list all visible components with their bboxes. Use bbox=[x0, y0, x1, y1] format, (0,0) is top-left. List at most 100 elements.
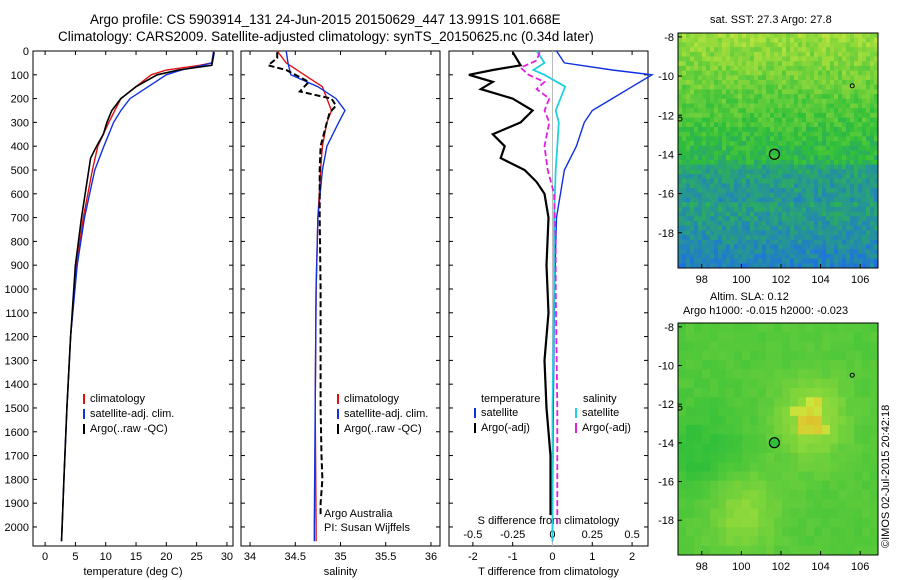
map-cell bbox=[866, 127, 871, 133]
map-cell bbox=[690, 42, 695, 48]
map-cell bbox=[758, 103, 763, 109]
map-cell bbox=[722, 103, 727, 109]
map-cell bbox=[858, 150, 863, 156]
map-cell bbox=[678, 80, 683, 86]
map-cell bbox=[814, 84, 819, 90]
map-cell bbox=[682, 197, 687, 203]
map-cell bbox=[850, 61, 855, 67]
map-cell bbox=[802, 253, 807, 260]
map-cell bbox=[838, 42, 843, 48]
map-cell bbox=[742, 65, 747, 72]
map-cell bbox=[710, 258, 715, 264]
map-cell bbox=[678, 188, 683, 194]
map-cell bbox=[766, 127, 771, 133]
map-cell bbox=[698, 239, 703, 245]
map-cell bbox=[846, 230, 851, 236]
map-cell bbox=[706, 131, 711, 137]
map-cell bbox=[790, 178, 795, 184]
map-cell bbox=[690, 211, 695, 217]
map-cell bbox=[746, 197, 751, 203]
map-cell bbox=[770, 253, 775, 260]
map-cell bbox=[830, 51, 835, 57]
map-cell bbox=[678, 397, 687, 408]
map-cell bbox=[746, 42, 751, 48]
map-cell bbox=[710, 263, 715, 269]
map-cell bbox=[706, 178, 711, 184]
map-cell bbox=[738, 197, 743, 203]
map-cell bbox=[690, 141, 695, 147]
map-cell bbox=[794, 47, 799, 53]
map-cell bbox=[770, 112, 775, 119]
map-cell bbox=[822, 75, 827, 81]
map-cell bbox=[822, 323, 831, 333]
map-cell bbox=[742, 387, 751, 398]
map-cell bbox=[870, 378, 879, 389]
map-cell bbox=[746, 174, 751, 180]
map-cell bbox=[682, 202, 687, 208]
map-cell bbox=[826, 169, 831, 175]
map-cell bbox=[838, 216, 843, 222]
map-cell bbox=[806, 112, 811, 119]
map-cell bbox=[778, 56, 783, 62]
map-cell bbox=[790, 239, 795, 245]
map-cell bbox=[830, 425, 839, 435]
map-cell bbox=[846, 462, 855, 472]
map-cell bbox=[854, 42, 859, 48]
map-cell bbox=[846, 536, 855, 547]
map-cell bbox=[686, 164, 691, 170]
map-cell bbox=[766, 235, 771, 241]
map-cell bbox=[846, 164, 851, 170]
map-cell bbox=[718, 56, 723, 62]
map-cell bbox=[774, 545, 783, 556]
map-cell bbox=[798, 169, 803, 175]
map-cell bbox=[802, 51, 807, 57]
map-cell bbox=[798, 56, 803, 62]
map-cell bbox=[862, 89, 867, 95]
map-cell bbox=[782, 415, 791, 426]
map-cell bbox=[790, 341, 799, 352]
map-cell bbox=[750, 206, 755, 213]
map-cell bbox=[702, 517, 711, 528]
map-cell bbox=[846, 545, 855, 556]
map-cell bbox=[770, 192, 775, 198]
map-cell bbox=[750, 235, 755, 241]
map-cell bbox=[706, 239, 711, 245]
map-cell bbox=[842, 235, 847, 241]
map-cell bbox=[750, 360, 759, 370]
map-cell bbox=[838, 490, 847, 500]
map-cell bbox=[774, 221, 779, 227]
map-cell bbox=[774, 369, 783, 380]
map-cell bbox=[718, 206, 723, 213]
map-cell bbox=[802, 122, 807, 128]
map-cell bbox=[718, 452, 727, 463]
map-cell bbox=[842, 61, 847, 67]
map-cell bbox=[690, 225, 695, 231]
map-cell bbox=[838, 350, 847, 361]
map-cell bbox=[754, 155, 759, 161]
map-cell bbox=[686, 341, 695, 352]
map-cell bbox=[710, 235, 715, 241]
map-cell bbox=[790, 84, 795, 90]
map-cell bbox=[694, 369, 703, 380]
map-cell bbox=[698, 183, 703, 189]
map-cell bbox=[722, 141, 727, 147]
depth-tick-label: 1600 bbox=[5, 427, 29, 439]
map-cell bbox=[862, 112, 867, 119]
map-cell bbox=[798, 94, 803, 100]
map-cell bbox=[794, 263, 799, 269]
map-cell bbox=[850, 206, 855, 213]
map-cell bbox=[846, 387, 855, 398]
map-cell bbox=[866, 37, 871, 43]
map-cell bbox=[786, 197, 791, 203]
map-cell bbox=[802, 216, 807, 222]
map-cell bbox=[722, 65, 727, 72]
map-cell bbox=[806, 61, 811, 67]
map-cell bbox=[858, 112, 863, 119]
map-cell bbox=[726, 406, 735, 417]
map-cell bbox=[830, 150, 835, 156]
map-cell bbox=[798, 145, 803, 151]
map-cell bbox=[758, 387, 767, 398]
map-cell bbox=[858, 164, 863, 170]
map-cell bbox=[774, 471, 783, 482]
map-cell bbox=[858, 192, 863, 198]
